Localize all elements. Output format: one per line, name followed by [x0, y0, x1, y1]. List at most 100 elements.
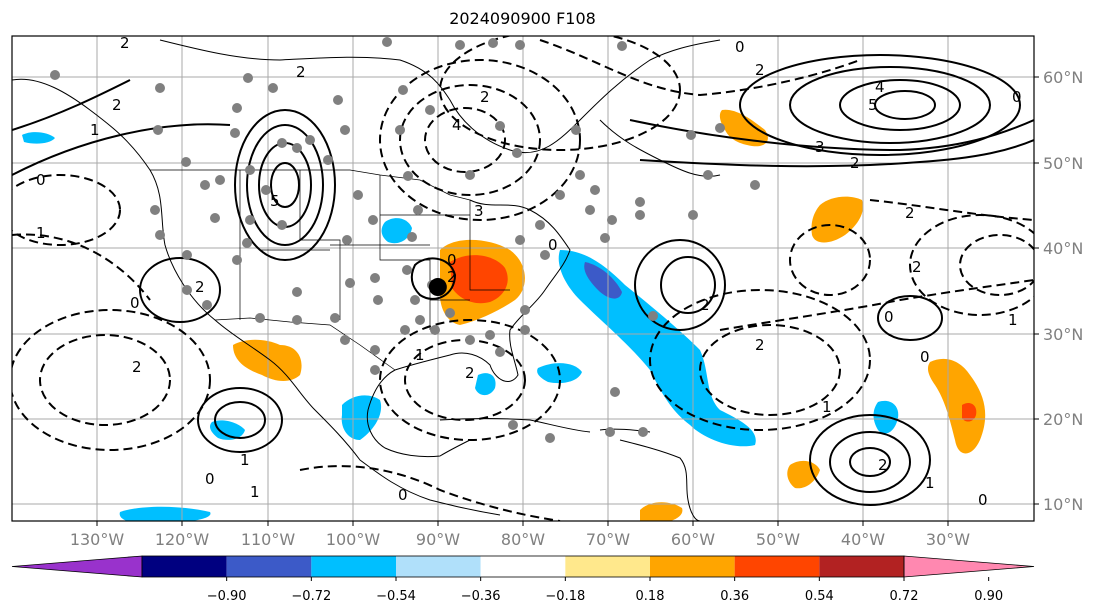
colorbar-segment	[142, 556, 227, 577]
contour-low-ne3	[424, 107, 506, 173]
shade-blue-central	[381, 218, 412, 244]
contour-label: 5	[868, 96, 878, 114]
contour-label: 2	[755, 61, 765, 79]
contour-low-w-atl	[789, 224, 871, 296]
contour-ridge-w2	[246, 124, 324, 246]
contour-label: 2	[120, 34, 130, 52]
contour-dash-band2	[12, 233, 151, 301]
contour-label: 1	[1008, 311, 1018, 329]
contour-ne-high4	[874, 90, 936, 120]
contour-ne-high3	[839, 79, 961, 131]
contour-low-ne1	[379, 59, 581, 221]
contour-label: 1	[925, 474, 935, 492]
contour-label: 5	[270, 192, 280, 210]
contour-label: 2	[755, 336, 765, 354]
contour-labels: 2 2 1 0 0 2 4 5 2 0 2 1 0 2 3 2 4 5 3 2 …	[36, 34, 1022, 509]
lat-labels: 60°N 50°N 40°N 30°N 20°N 10°N	[1043, 68, 1083, 514]
lon-tick-label: 30°W	[926, 530, 970, 549]
contour-label: 1	[250, 483, 260, 501]
contour-label: 2	[195, 278, 205, 296]
contour-label: 0	[130, 294, 140, 312]
lon-tick-label: 80°W	[501, 530, 545, 549]
colorbar-segment	[565, 556, 650, 577]
contour-midatl-high	[877, 295, 943, 341]
contour-east-band2	[639, 139, 1034, 168]
colorbar-tick-label: −0.90	[207, 589, 247, 604]
contour-low-east1	[909, 214, 1034, 316]
contour-label: 0	[884, 308, 894, 326]
colorbar-tick-label: −0.36	[461, 589, 501, 604]
contour-label: 2	[480, 88, 490, 106]
lon-tick-label: 50°W	[756, 530, 800, 549]
contour-label: 1	[822, 398, 832, 416]
contour-trop-high3	[849, 447, 891, 477]
contour-label: 4	[452, 116, 462, 134]
dashed-contours	[12, 36, 1034, 521]
colorbar-tick-label: 0.18	[636, 589, 665, 604]
contour-dash-band5	[869, 199, 1034, 221]
lon-tick-label: 100°W	[326, 530, 381, 549]
contour-label: 0	[398, 486, 408, 504]
contour-label: 4	[875, 78, 885, 96]
tick-marks	[96, 76, 1039, 526]
contour-label: 0	[205, 470, 215, 488]
lon-labels: 130°W 120°W 110°W 100°W 90°W 80°W 70°W 6…	[70, 530, 970, 549]
contour-label: 0	[1012, 88, 1022, 106]
lat-tick-label: 50°N	[1043, 154, 1083, 173]
coastlines	[12, 39, 721, 521]
shade-blue-alaska	[22, 132, 55, 144]
shade-red-se-us	[450, 255, 508, 304]
contour-label: 1	[240, 451, 250, 469]
shade-orange-midatlantic	[811, 196, 864, 243]
colorbar-segment	[734, 556, 820, 577]
contour-low-ne2	[399, 84, 541, 196]
lat-tick-label: 20°N	[1043, 410, 1083, 429]
contour-label: 2	[465, 364, 475, 382]
colorbar-segment	[311, 556, 396, 577]
lon-tick-label: 40°W	[841, 530, 885, 549]
contour-low-canada1	[439, 36, 681, 151]
contour-label: 2	[850, 154, 860, 172]
colorbar-tick-label: −0.72	[291, 589, 331, 604]
center-point-marker	[428, 278, 447, 297]
shade-red-east-atlantic	[962, 403, 977, 422]
colorbar-segment	[396, 556, 481, 577]
lon-tick-label: 110°W	[241, 530, 296, 549]
lon-tick-label: 60°W	[671, 530, 715, 549]
colorbar-extend-high	[903, 555, 1035, 578]
solid-contours	[12, 54, 1034, 506]
contour-low-loop	[410, 257, 457, 300]
colorbar-outline	[141, 555, 905, 578]
contour-baja-high	[139, 257, 221, 323]
contour-ridge-w1	[234, 109, 336, 261]
contour-atl-high1	[634, 239, 726, 331]
contour-ridge-w4	[270, 162, 300, 208]
shade-blue-se-pacific	[119, 506, 211, 521]
contour-low-gulf2	[404, 339, 526, 421]
shade-darkblue-atlantic	[584, 262, 622, 299]
contour-ne-high2	[789, 66, 991, 144]
shade-blue-gulf-west	[341, 395, 382, 440]
colorbar-segment	[480, 556, 566, 577]
lon-tick-label: 120°W	[155, 530, 210, 549]
shade-blue-gulf-east	[475, 373, 496, 396]
contour-low-midatl1	[649, 289, 871, 431]
station-dots	[50, 37, 760, 443]
colorbar-segment	[650, 556, 735, 577]
colorbar-segment	[226, 556, 312, 577]
lon-tick-label: 130°W	[70, 530, 125, 549]
contour-label: 0	[36, 171, 46, 189]
figure-title: 2024090900 F108	[449, 9, 596, 28]
contour-trop-high2	[829, 431, 911, 493]
contour-low-pac2	[39, 334, 171, 426]
contour-low-pac1	[12, 309, 211, 451]
graticule	[12, 36, 1034, 521]
colorbar	[11, 555, 1035, 581]
contour-label: 0	[978, 491, 988, 509]
contour-label: 0	[548, 236, 558, 254]
contour-zero-band	[12, 79, 231, 176]
colorbar-tick-label: 0.90	[974, 589, 1003, 604]
colorbar-tick-label: 0.54	[805, 589, 834, 604]
contour-label: 2	[112, 96, 122, 114]
